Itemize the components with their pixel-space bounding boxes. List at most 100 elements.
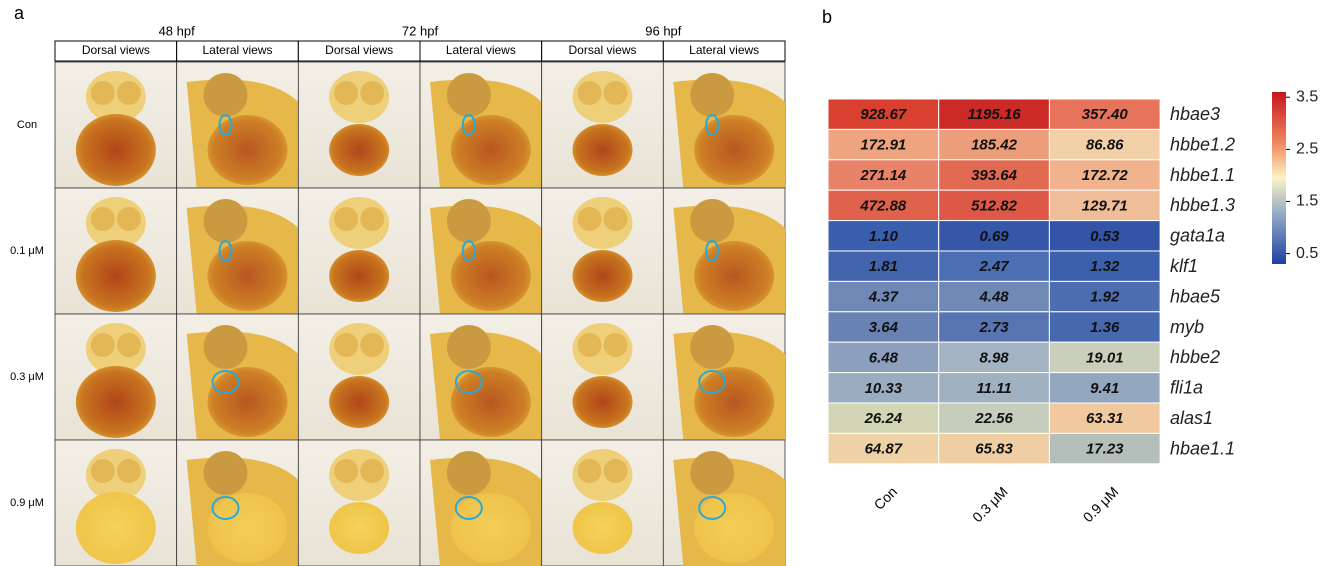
eye: [334, 207, 358, 231]
eye: [447, 199, 491, 243]
embryo-image: [177, 62, 299, 188]
eye: [578, 207, 602, 231]
cell-value: 22.56: [974, 410, 1013, 427]
embryo-image: [542, 188, 664, 314]
eye: [117, 333, 141, 357]
yolk: [573, 124, 633, 176]
embryo-image: [298, 314, 420, 440]
embryo-image: [177, 188, 299, 314]
gene-label: hbae1.1: [1170, 438, 1235, 458]
cell-value: 2.47: [978, 258, 1009, 275]
colorbar-tick-label: 1.5: [1296, 193, 1318, 210]
gene-label: hbae3: [1170, 104, 1220, 124]
cell-value: 63.31: [1086, 410, 1124, 427]
gene-label: alas1: [1170, 408, 1213, 428]
cell-value: 393.64: [971, 167, 1018, 184]
column-label: 0.3 μM: [969, 483, 1011, 525]
column-label: 0.9 μM: [1080, 483, 1122, 525]
timepoint-label: 96 hpf: [645, 23, 682, 38]
cell-value: 8.98: [979, 349, 1009, 366]
gene-label: hbbe2: [1170, 347, 1220, 367]
embryo-image: [177, 440, 299, 566]
row-label: 0.3 μM: [10, 371, 44, 383]
yolk: [76, 366, 156, 438]
eye: [91, 459, 115, 483]
timepoint-label: 72 hpf: [402, 23, 439, 38]
cell-value: 1.32: [1090, 258, 1120, 275]
embryo-image: [542, 62, 664, 188]
embryo-image: [663, 314, 785, 440]
cell-value: 10.33: [865, 380, 903, 397]
embryo-image: [542, 314, 664, 440]
gene-label: hbbe1.1: [1170, 165, 1235, 185]
cell-value: 3.64: [869, 319, 899, 336]
embryo-image: [542, 440, 664, 566]
cell-value: 1.92: [1090, 289, 1120, 306]
eye: [204, 325, 248, 369]
cell-value: 512.82: [971, 197, 1018, 214]
embryo-image: [298, 62, 420, 188]
row-label: 0.9 μM: [10, 497, 44, 509]
eye: [360, 81, 384, 105]
eye: [604, 459, 628, 483]
eye: [604, 207, 628, 231]
cell-value: 172.91: [860, 137, 906, 154]
timepoint-label: 48 hpf: [159, 23, 196, 38]
cell-value: 86.86: [1086, 137, 1124, 154]
view-label: Dorsal views: [568, 43, 636, 57]
cell-value: 172.72: [1082, 167, 1129, 184]
cell-value: 4.48: [978, 289, 1009, 306]
gene-label: hbbe1.3: [1170, 195, 1235, 215]
cell-value: 1.36: [1090, 319, 1120, 336]
cell-value: 17.23: [1086, 441, 1124, 458]
eye: [360, 459, 384, 483]
gene-label: hbae5: [1170, 286, 1221, 306]
eye: [690, 325, 734, 369]
view-label: Dorsal views: [82, 43, 150, 57]
gene-label: hbbe1.2: [1170, 134, 1235, 154]
yolk: [76, 492, 156, 564]
eye: [447, 73, 491, 117]
colorbar-tick-label: 2.5: [1296, 141, 1318, 158]
embryo-image: [663, 440, 785, 566]
cell-value: 0.69: [979, 228, 1009, 245]
cell-value: 64.87: [865, 441, 903, 458]
eye: [447, 451, 491, 495]
embryo-image: [663, 62, 785, 188]
cell-value: 472.88: [859, 197, 907, 214]
eye: [604, 333, 628, 357]
eye: [334, 333, 358, 357]
eye: [334, 459, 358, 483]
embryo-image: [55, 314, 177, 440]
eye: [91, 207, 115, 231]
yolk: [573, 250, 633, 302]
eye: [690, 73, 734, 117]
eye: [91, 333, 115, 357]
eye: [690, 451, 734, 495]
cell-value: 65.83: [975, 441, 1013, 458]
cell-value: 4.37: [868, 289, 899, 306]
cell-value: 129.71: [1082, 197, 1128, 214]
figure: a b 48 hpf72 hpf96 hpfDorsal viewsLatera…: [0, 0, 1338, 566]
yolk: [694, 367, 774, 437]
eye: [360, 333, 384, 357]
eye: [447, 325, 491, 369]
cell-value: 11.11: [976, 380, 1011, 397]
yolk: [208, 493, 288, 563]
eye: [117, 459, 141, 483]
colorbar-tick-label: 3.5: [1296, 88, 1318, 105]
eye: [204, 199, 248, 243]
yolk: [208, 367, 288, 437]
gene-label: myb: [1170, 317, 1204, 337]
cell-value: 0.53: [1090, 228, 1120, 245]
yolk: [573, 502, 633, 554]
yolk: [573, 376, 633, 428]
gene-label: klf1: [1170, 256, 1198, 276]
yolk: [451, 493, 531, 563]
cell-value: 1.81: [869, 258, 898, 275]
embryo-image: [55, 188, 177, 314]
cell-value: 271.14: [859, 167, 907, 184]
embryo-image: [177, 314, 299, 440]
eye: [117, 81, 141, 105]
embryo-image: [420, 440, 542, 566]
